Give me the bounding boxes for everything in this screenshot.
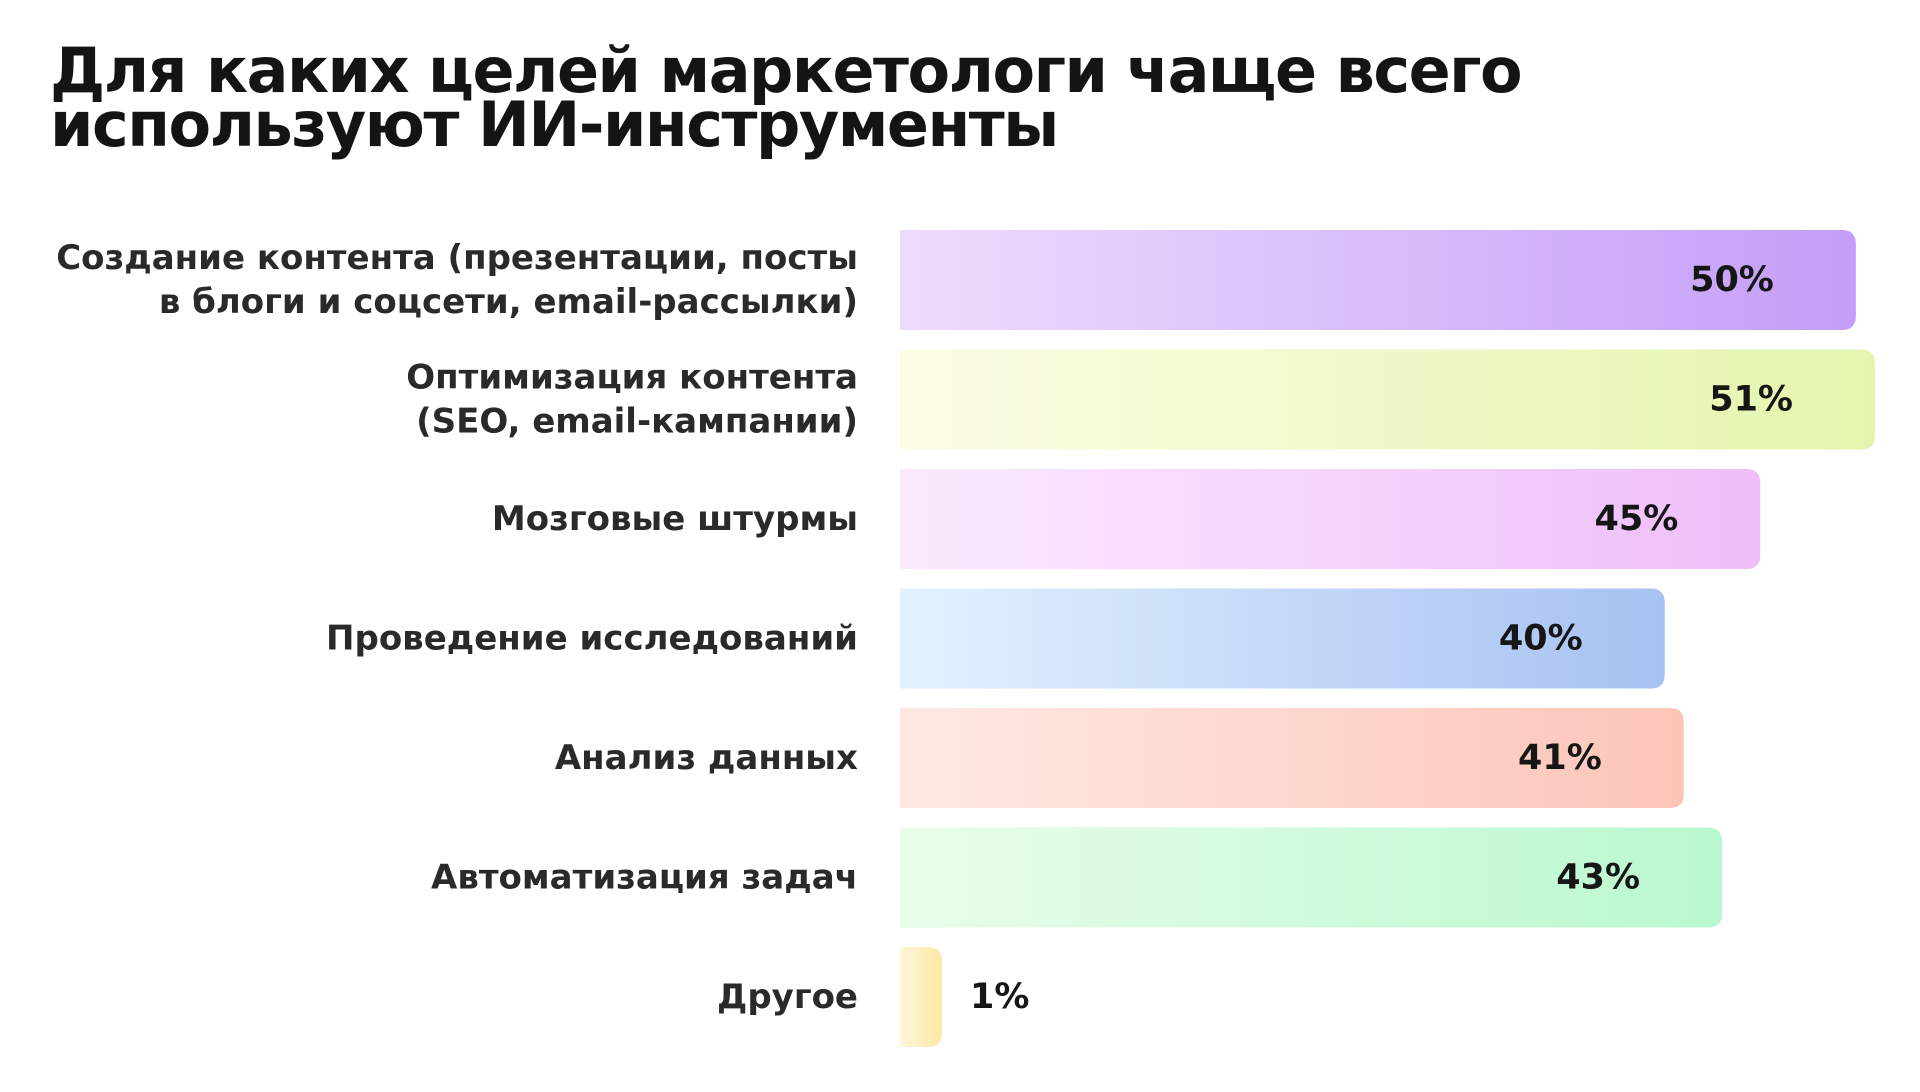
value-label-1: 51%	[1709, 380, 1793, 420]
bars-layer	[900, 230, 1875, 1047]
chart-title-line-2: используют ИИ-инструменты	[50, 88, 1059, 161]
category-label-3: Проведение исследований	[326, 619, 858, 659]
bar-4	[900, 708, 1684, 808]
bar-3	[900, 588, 1665, 689]
category-label-0: Создание контента (презентации, посты в б…	[56, 238, 858, 322]
value-label-2: 45%	[1595, 499, 1679, 539]
category-label-5-line-0: Автоматизация задач	[431, 858, 858, 898]
category-label-4-line-0: Анализ данных	[555, 738, 858, 778]
category-label-2-line-0: Мозговые штурмы	[492, 499, 858, 539]
category-label-6-line-0: Другое	[717, 977, 858, 1017]
category-label-1-line-0: Оптимизация контента	[406, 358, 858, 398]
category-label-0-line-1: в блоги и соцсети, email-рассылки)	[159, 282, 858, 322]
bar-2	[900, 469, 1761, 569]
value-label-0: 50%	[1690, 260, 1774, 300]
value-label-6: 1%	[970, 977, 1029, 1017]
bar-6	[900, 947, 942, 1047]
category-label-6: Другое	[717, 977, 858, 1017]
bar-0	[900, 230, 1856, 330]
chart-title: Для каких целей маркетологи чаще всего и…	[50, 34, 1750, 161]
category-labels: Создание контента (презентации, посты в б…	[56, 238, 858, 1017]
category-label-5: Автоматизация задач	[431, 858, 858, 898]
value-label-3: 40%	[1499, 619, 1583, 659]
bar-1	[900, 349, 1875, 450]
value-labels: 50% 51% 45% 40% 41% 43% 1%	[970, 260, 1793, 1017]
value-label-5: 43%	[1556, 858, 1640, 898]
bar-5	[900, 827, 1723, 928]
category-label-1: Оптимизация контента (SEO, email-кампании…	[406, 358, 858, 442]
category-label-3-line-0: Проведение исследований	[326, 619, 858, 659]
chart-title-line-1: Для каких целей маркетологи чаще всего	[50, 34, 1523, 107]
category-label-1-line-1: (SEO, email-кампании)	[416, 402, 858, 442]
value-label-4: 41%	[1518, 738, 1602, 778]
category-label-4: Анализ данных	[555, 738, 858, 778]
category-label-2: Мозговые штурмы	[492, 499, 858, 539]
category-label-0-line-0: Создание контента (презентации, посты	[56, 238, 858, 278]
